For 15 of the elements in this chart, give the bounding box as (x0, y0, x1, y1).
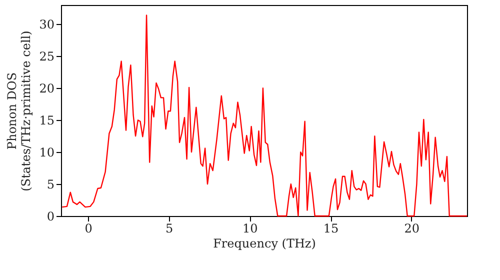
y-tick-label: 0 (46, 210, 54, 224)
x-axis-title: Frequency (THz) (213, 236, 316, 250)
y-tick-label: 5 (46, 178, 54, 192)
x-tick-label: 0 (84, 222, 92, 236)
x-tick-label: 15 (323, 222, 339, 236)
y-tick-label: 10 (39, 146, 54, 160)
y-tick-label: 20 (39, 82, 54, 96)
y-tick-label: 25 (39, 50, 54, 64)
x-tick-label: 20 (404, 222, 420, 236)
line-series (62, 14, 468, 217)
y-tick-label: 30 (39, 18, 54, 32)
x-tick-label: 5 (166, 222, 174, 236)
y-tick-label: 15 (39, 114, 54, 128)
x-tick-label: 10 (242, 222, 258, 236)
y-axis-title: Phonon DOS (States/THz·primitive cell) (5, 30, 34, 192)
